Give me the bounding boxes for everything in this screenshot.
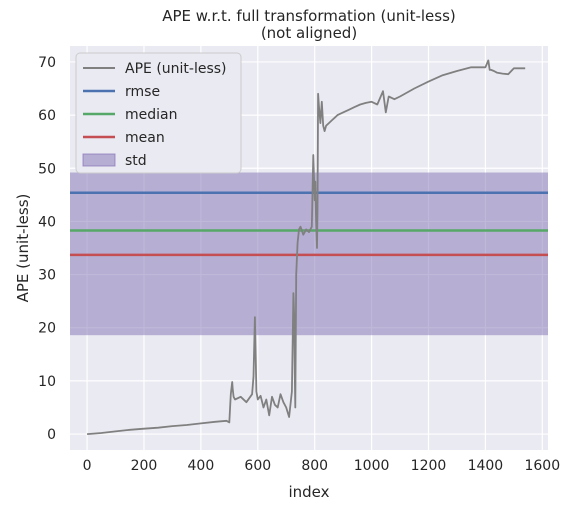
legend-label: APE (unit-less) [125, 61, 227, 77]
legend-label: mean [125, 130, 165, 146]
legend-label: std [125, 153, 147, 169]
y-tick-label: 50 [38, 161, 56, 177]
ape-series-line [87, 59, 526, 435]
legend-swatch-std [82, 153, 116, 167]
legend-box [75, 52, 242, 174]
y-tick-label: 60 [38, 108, 56, 124]
legend: APE (unit-less) rmse median mean std [75, 52, 242, 174]
x-tick-label: 1000 [354, 458, 390, 474]
x-axis-label: index [288, 483, 329, 501]
y-tick-labels: 0 10 20 30 40 50 60 70 [38, 55, 56, 443]
x-tick-label: 1200 [411, 458, 447, 474]
y-tick-label: 70 [38, 55, 56, 71]
chart-title-line-1: APE w.r.t. full transformation (unit-les… [162, 7, 456, 25]
y-axis-label: APE (unit-less) [14, 194, 32, 303]
x-tick-label: 0 [83, 458, 92, 474]
y-tick-label: 10 [38, 374, 56, 390]
x-tick-label: 400 [188, 458, 215, 474]
y-tick-label: 40 [38, 214, 56, 230]
y-tick-label: 30 [38, 268, 56, 284]
x-tick-label: 1400 [468, 458, 504, 474]
legend-label: median [125, 107, 177, 123]
chart-title-line-2: (not aligned) [261, 24, 357, 42]
x-tick-label: 200 [131, 458, 158, 474]
y-tick-label: 20 [38, 321, 56, 337]
x-tick-label: 1600 [524, 458, 560, 474]
x-tick-label: 800 [301, 458, 328, 474]
x-tick-label: 600 [244, 458, 271, 474]
x-tick-labels: 0 200 400 600 800 1000 1200 1400 1600 [83, 458, 561, 474]
legend-label: rmse [125, 84, 160, 100]
y-tick-label: 0 [47, 427, 56, 443]
